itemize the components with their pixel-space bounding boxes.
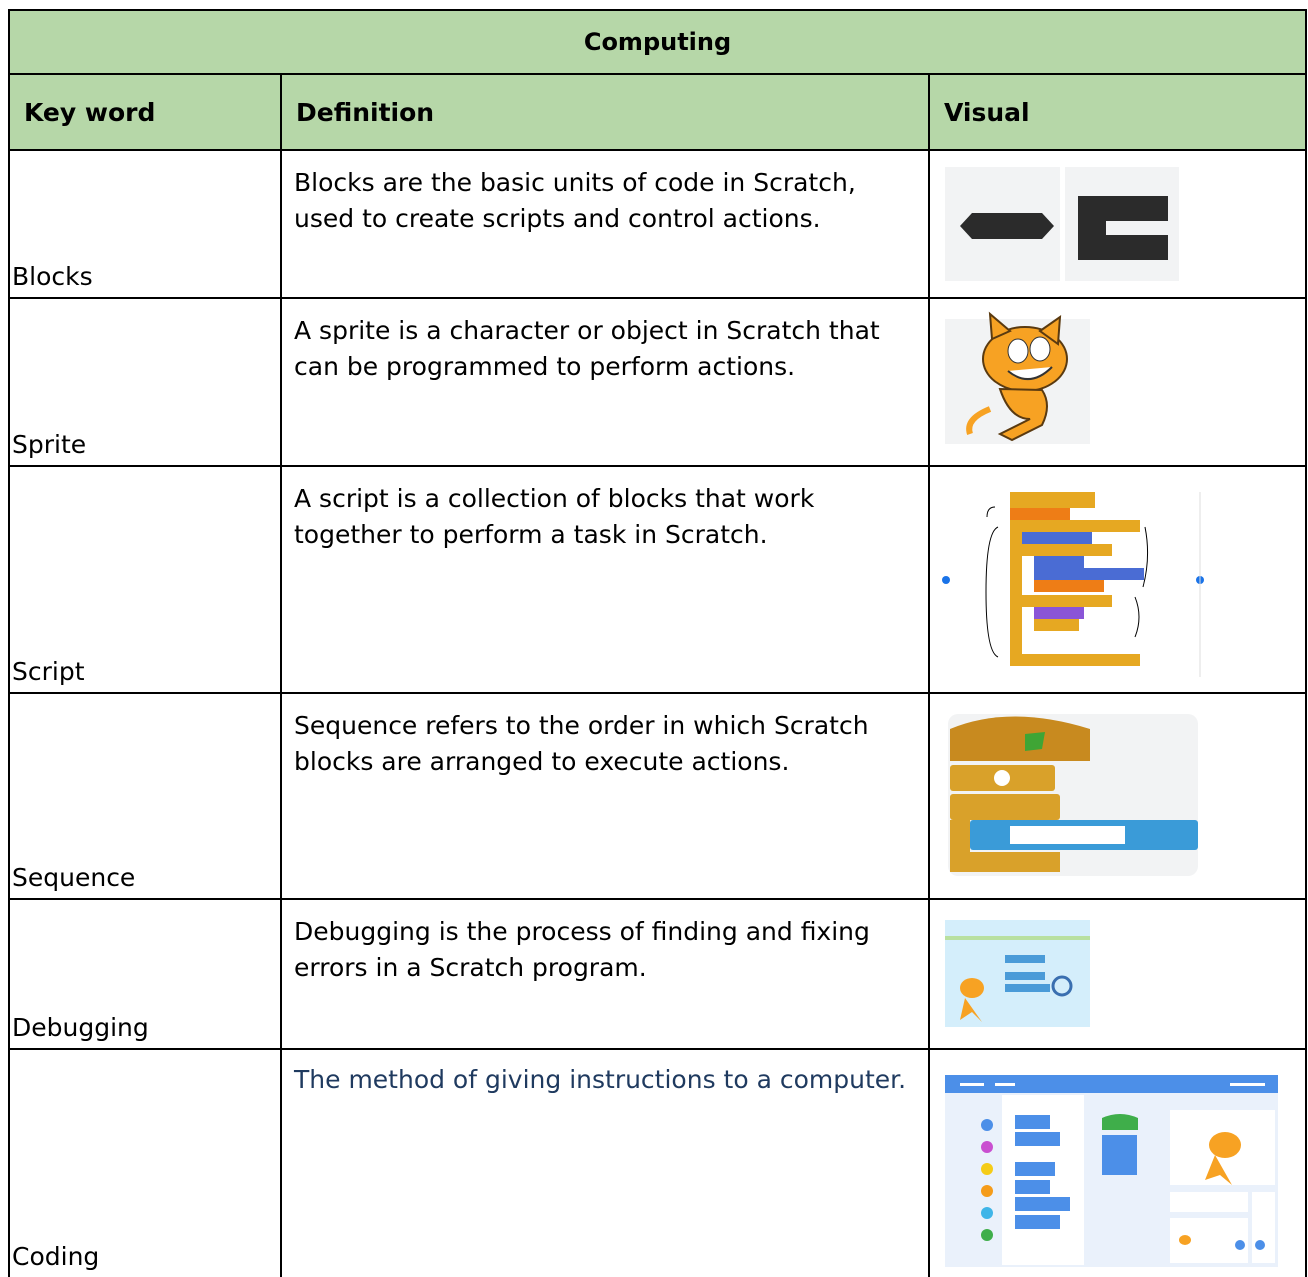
row: Coding The method of giving instructions… <box>8 1048 1307 1277</box>
blocks-image <box>945 167 1179 281</box>
visual <box>928 1048 1307 1277</box>
keyword: Debugging <box>8 898 282 1050</box>
definition: Debugging is the process of finding and … <box>280 898 930 1050</box>
sprite-image <box>945 311 1090 444</box>
debugging-image <box>945 920 1090 1027</box>
definition: Blocks are the basic units of code in Sc… <box>280 149 930 299</box>
visual <box>928 297 1307 467</box>
keyword: Blocks <box>8 149 282 299</box>
visual <box>928 898 1307 1050</box>
column-header: Key word <box>8 73 282 151</box>
visual <box>928 149 1307 299</box>
definition: A sprite is a character or object in Scr… <box>280 297 930 467</box>
definition: The method of giving instructions to a c… <box>280 1048 930 1277</box>
column-header: Definition <box>280 73 930 151</box>
title-row: Computing <box>8 9 1307 75</box>
keyword: Sprite <box>8 297 282 467</box>
header-row: Key word Definition Visual <box>8 73 1307 151</box>
keyword: Sequence <box>8 692 282 900</box>
table-title: Computing <box>8 9 1307 75</box>
column-header: Visual <box>928 73 1307 151</box>
row: Blocks Blocks are the basic units of cod… <box>8 149 1307 299</box>
row: Sprite A sprite is a character or object… <box>8 297 1307 467</box>
glossary-table: Computing Key word Definition Visual Blo… <box>8 9 1307 1277</box>
row: Debugging Debugging is the process of fi… <box>8 898 1307 1050</box>
row: Script A script is a collection of block… <box>8 465 1307 694</box>
sequence-image <box>948 714 1198 876</box>
keyword: Coding <box>8 1048 282 1277</box>
coding-image <box>945 1075 1278 1267</box>
script-image <box>942 492 1204 677</box>
visual <box>928 465 1307 694</box>
definition: A script is a collection of blocks that … <box>280 465 930 694</box>
definition: Sequence refers to the order in which Sc… <box>280 692 930 900</box>
keyword: Script <box>8 465 282 694</box>
row: Sequence Sequence refers to the order in… <box>8 692 1307 900</box>
visual <box>928 692 1307 900</box>
